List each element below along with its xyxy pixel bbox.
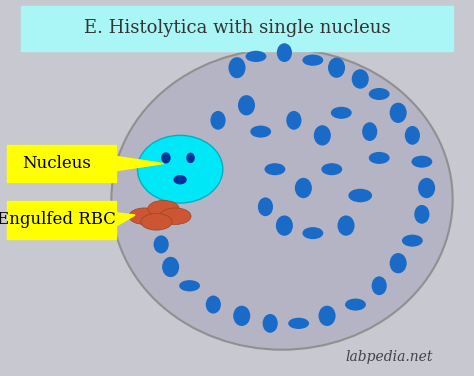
Ellipse shape (141, 214, 172, 230)
Ellipse shape (162, 257, 179, 277)
Text: labpedia.net: labpedia.net (345, 350, 432, 364)
Ellipse shape (246, 51, 266, 62)
Ellipse shape (154, 235, 169, 253)
Ellipse shape (206, 296, 221, 314)
Ellipse shape (390, 253, 407, 273)
Ellipse shape (258, 197, 273, 216)
Ellipse shape (352, 69, 369, 89)
FancyBboxPatch shape (21, 6, 453, 51)
FancyBboxPatch shape (7, 201, 116, 239)
Ellipse shape (369, 88, 390, 100)
Ellipse shape (286, 111, 301, 130)
Ellipse shape (314, 125, 331, 146)
Ellipse shape (319, 306, 336, 326)
Ellipse shape (345, 299, 366, 311)
Ellipse shape (418, 178, 435, 198)
FancyBboxPatch shape (7, 145, 116, 182)
Ellipse shape (302, 55, 323, 66)
Ellipse shape (331, 107, 352, 119)
Ellipse shape (263, 314, 278, 333)
Ellipse shape (137, 135, 223, 203)
Ellipse shape (277, 43, 292, 62)
Ellipse shape (411, 156, 432, 168)
Text: Engulfed RBC: Engulfed RBC (0, 211, 116, 229)
Ellipse shape (129, 208, 160, 224)
Ellipse shape (179, 280, 200, 291)
Ellipse shape (233, 306, 250, 326)
Ellipse shape (250, 126, 271, 138)
Ellipse shape (276, 215, 293, 236)
Ellipse shape (148, 200, 179, 217)
Ellipse shape (390, 103, 407, 123)
Ellipse shape (160, 208, 191, 224)
Ellipse shape (238, 95, 255, 115)
Ellipse shape (228, 57, 246, 78)
Ellipse shape (405, 126, 420, 145)
Ellipse shape (328, 58, 345, 78)
Text: Nucleus: Nucleus (22, 155, 91, 172)
Ellipse shape (288, 318, 309, 329)
Ellipse shape (337, 215, 355, 236)
Ellipse shape (186, 153, 195, 163)
Ellipse shape (210, 111, 226, 130)
Ellipse shape (402, 235, 423, 247)
Polygon shape (114, 212, 135, 227)
Ellipse shape (369, 152, 390, 164)
Ellipse shape (372, 276, 387, 295)
Ellipse shape (161, 152, 171, 164)
Polygon shape (114, 156, 164, 171)
Ellipse shape (321, 163, 342, 175)
Ellipse shape (264, 163, 285, 175)
Ellipse shape (173, 175, 187, 184)
Ellipse shape (348, 189, 372, 202)
Ellipse shape (414, 205, 429, 224)
Ellipse shape (362, 122, 377, 141)
Text: E. Histolytica with single nucleus: E. Histolytica with single nucleus (84, 19, 390, 37)
Ellipse shape (295, 178, 312, 198)
Ellipse shape (111, 49, 453, 350)
Ellipse shape (302, 227, 323, 239)
